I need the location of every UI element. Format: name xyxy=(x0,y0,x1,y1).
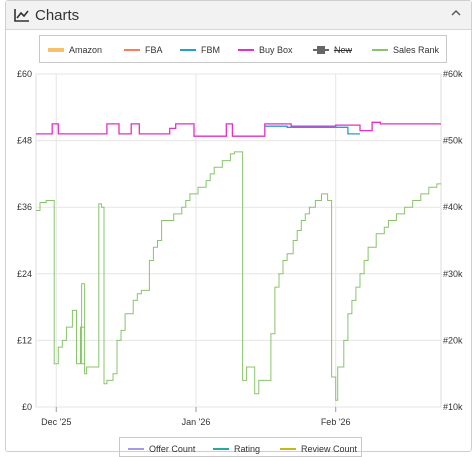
series-line-fbm xyxy=(264,125,360,135)
legend-label: Rating xyxy=(234,444,261,454)
x-tick-label: Dec '25 xyxy=(41,417,71,427)
charts-panel: Charts Amazon FBA FBM Buy Box New Sales … xyxy=(5,0,473,457)
legend-swatch xyxy=(180,48,196,51)
y-tick-label-left: £12 xyxy=(17,335,32,345)
legend-item-rating[interactable]: Rating xyxy=(213,444,260,454)
legend-swatch xyxy=(238,48,254,51)
legend-label: FBA xyxy=(145,45,163,55)
legend-item-new[interactable]: New xyxy=(313,45,352,55)
legend-item-review-count[interactable]: Review Count xyxy=(280,444,357,454)
y-tick-label-right: #10k xyxy=(443,402,463,412)
legend-item-sales-rank[interactable]: Sales Rank xyxy=(372,45,439,55)
legend-item-amazon[interactable]: Amazon xyxy=(48,45,102,55)
legend-label: Buy Box xyxy=(259,45,293,55)
legend-item-offer-count[interactable]: Offer Count xyxy=(128,444,195,454)
series-line-sales-rank xyxy=(36,151,441,401)
y-tick-label-left: £48 xyxy=(17,136,32,146)
y-axis-right: #10k #20k #30k #40k #50k #60k xyxy=(443,69,463,412)
legend-item-fba[interactable]: FBA xyxy=(124,45,163,55)
legend-swatch xyxy=(128,447,144,450)
legend-label: New xyxy=(334,45,353,55)
chart-series xyxy=(36,121,441,401)
legend-label: Offer Count xyxy=(149,444,196,454)
y-tick-label-right: #20k xyxy=(443,335,463,345)
legend-label: FBM xyxy=(201,45,220,55)
legend-label: Sales Rank xyxy=(393,45,440,55)
price-chart[interactable]: £0 £12 £24 £36 £48 £60 #10k #20k #30k #40k #50k #6… xyxy=(6,63,473,443)
y-tick-label-left: £36 xyxy=(17,202,32,212)
legend-swatch xyxy=(372,48,388,51)
y-tick-label-right: #30k xyxy=(443,269,463,279)
chart-legend: Amazon FBA FBM Buy Box New Sales Rank xyxy=(39,35,447,63)
legend-label: Amazon xyxy=(69,45,103,55)
chevron-up-icon[interactable] xyxy=(451,6,461,20)
legend-swatch xyxy=(313,45,329,54)
panel-title: Charts xyxy=(35,7,80,24)
x-tick-label: Feb '26 xyxy=(321,417,351,427)
secondary-legend: Offer Count Rating Review Count xyxy=(119,437,362,457)
x-axis: Dec '25 Jan '26 Feb '26 xyxy=(41,407,351,427)
y-axis-left: £0 £12 £24 £36 £48 £60 xyxy=(17,69,32,412)
y-tick-label-right: #60k xyxy=(443,69,463,79)
y-tick-label-left: £24 xyxy=(17,269,32,279)
x-tick-label: Jan '26 xyxy=(182,417,211,427)
legend-label: Review Count xyxy=(301,444,358,454)
series-line-buy-box xyxy=(36,121,441,137)
y-tick-label-left: £60 xyxy=(17,69,32,79)
legend-item-buy-box[interactable]: Buy Box xyxy=(238,45,293,55)
legend-swatch xyxy=(280,447,296,450)
panel-header[interactable]: Charts xyxy=(6,1,471,30)
legend-swatch xyxy=(213,447,229,450)
y-tick-label-right: #50k xyxy=(443,136,463,146)
y-tick-label-right: #40k xyxy=(443,202,463,212)
legend-swatch xyxy=(124,48,140,51)
line-chart-icon xyxy=(14,8,30,27)
legend-item-fbm[interactable]: FBM xyxy=(180,45,220,55)
legend-swatch xyxy=(48,47,64,52)
y-tick-label-left: £0 xyxy=(22,402,32,412)
